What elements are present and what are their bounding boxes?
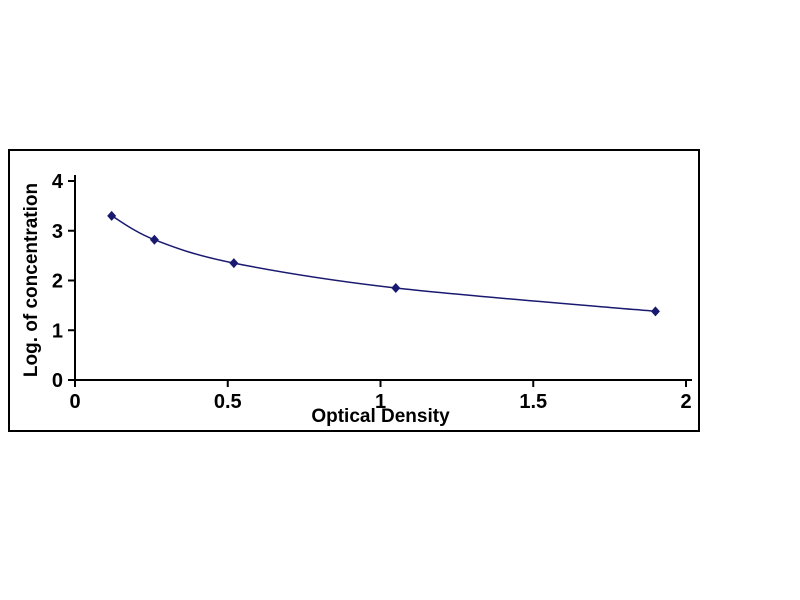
- y-tick-label: 1: [52, 320, 63, 342]
- y-tick-label: 4: [52, 171, 64, 193]
- standard-curve-chart: 0 0.5 1 1.5 2 0 1 2 3 4 Log. of concentration Opt…: [8, 149, 700, 432]
- y-tick-label: 0: [52, 370, 63, 392]
- x-tick-label: 2: [680, 391, 691, 413]
- y-tick-label: 3: [52, 221, 63, 243]
- x-axis-title: Optical Density: [311, 406, 450, 427]
- data-point-marker: [229, 258, 239, 269]
- x-tick-label: 1.5: [519, 391, 547, 413]
- series-line: [111, 215, 656, 313]
- y-tick-label: 2: [52, 271, 63, 293]
- x-tick-label: 0.5: [214, 391, 242, 413]
- plot-area: 0 0.5 1 1.5 2 0 1 2 3 4: [52, 171, 692, 413]
- data-point-marker: [107, 210, 117, 221]
- y-axis-title: Log. of concentration: [21, 182, 42, 378]
- data-point-marker: [391, 282, 401, 293]
- x-tick-label: 0: [69, 391, 80, 413]
- data-point-marker: [149, 234, 159, 245]
- x-tick-label: 1: [375, 391, 386, 413]
- data-point-marker: [650, 306, 660, 317]
